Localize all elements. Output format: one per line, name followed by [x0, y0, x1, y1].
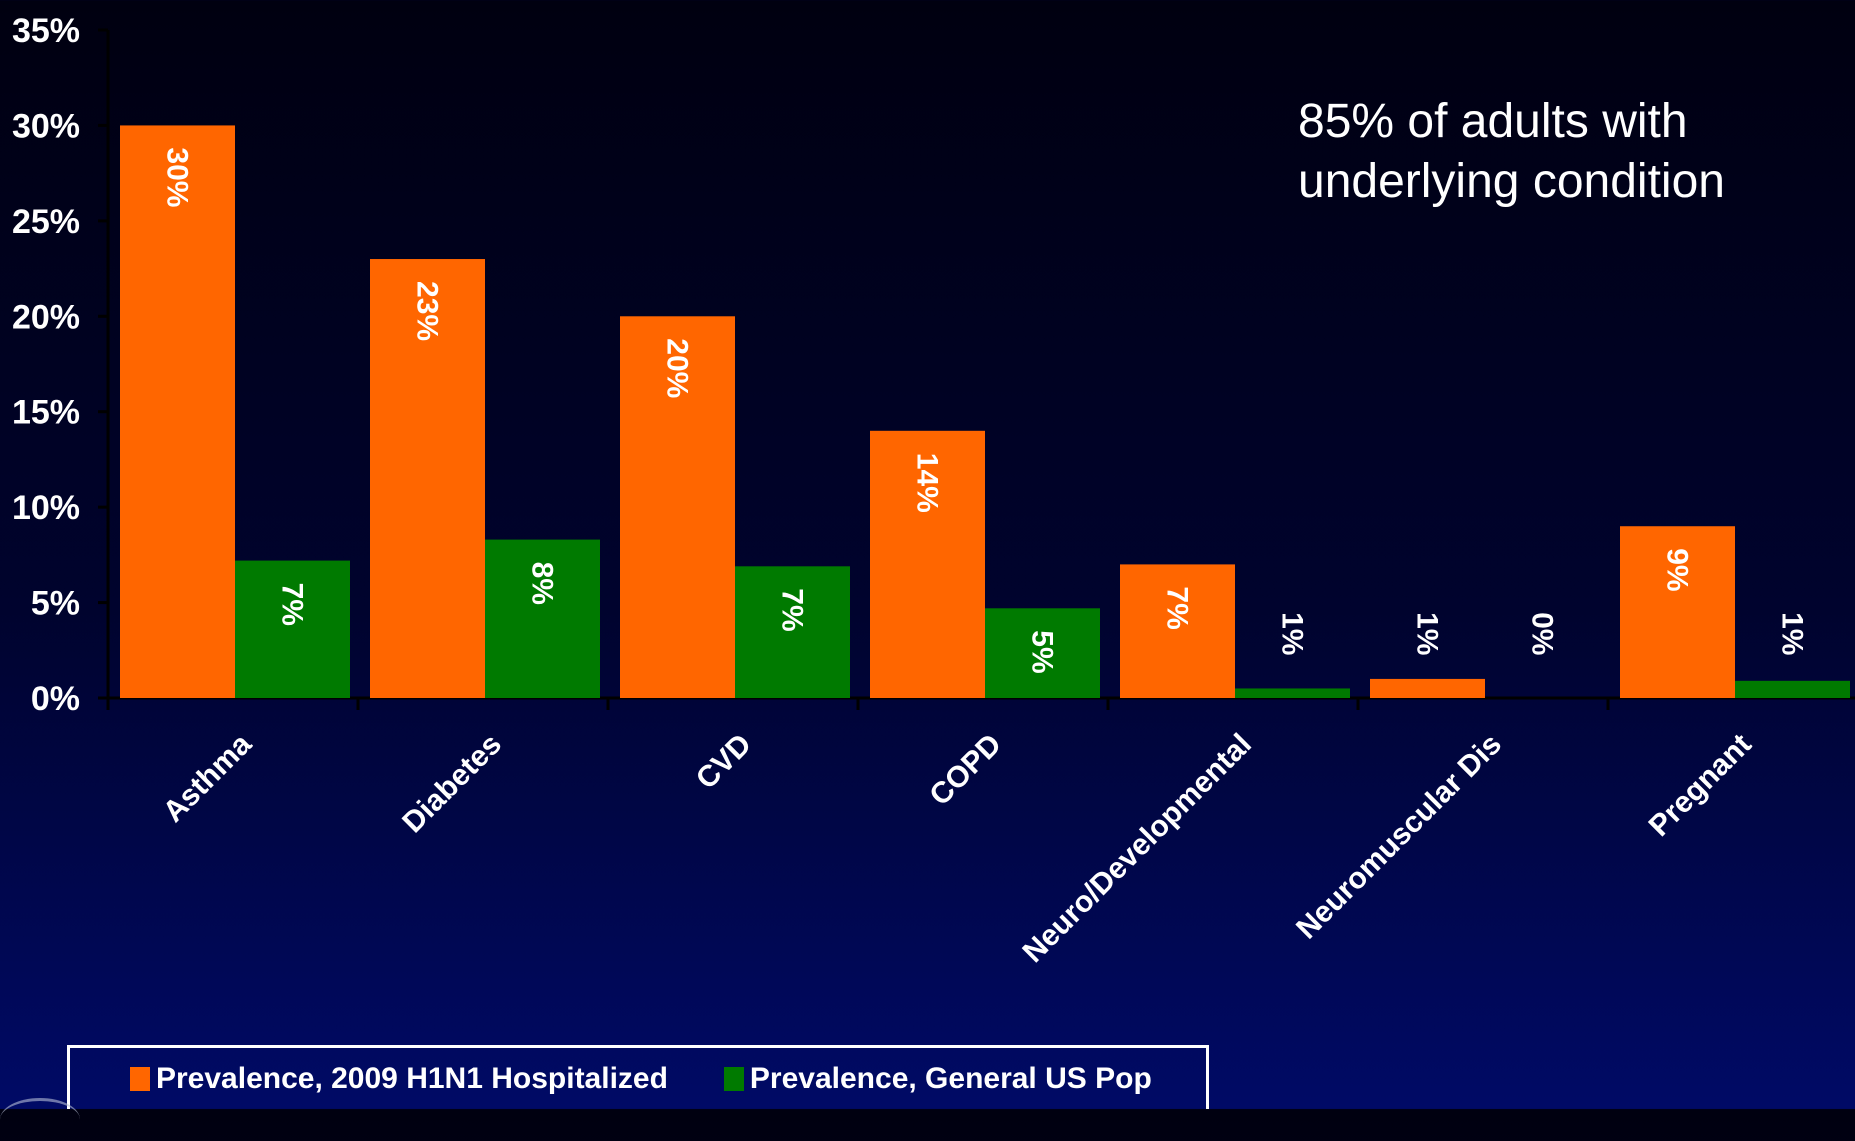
y-tick-label: 35%: [12, 12, 80, 50]
bar: [485, 539, 600, 698]
x-category-label: CVD: [690, 728, 758, 796]
y-tick-label: 15%: [12, 394, 80, 432]
x-category-label: Diabetes: [396, 728, 508, 840]
bar: [1620, 526, 1735, 698]
data-label: 9%: [1661, 548, 1694, 591]
x-category-label: Asthma: [157, 727, 258, 828]
data-label: 1%: [1276, 612, 1309, 655]
data-label: 7%: [276, 583, 309, 626]
data-label: 8%: [526, 562, 559, 605]
legend-item-general-pop: Prevalence, General US Pop: [723, 1061, 1152, 1096]
y-tick-label: 5%: [31, 585, 80, 623]
annotation-line-1: 85% of adults with: [1298, 95, 1688, 148]
bar: [370, 259, 485, 698]
data-label: 7%: [776, 588, 809, 631]
data-label: 1%: [1776, 612, 1809, 655]
bar: [120, 125, 235, 698]
data-label: 7%: [1161, 586, 1194, 629]
x-category-label: Neuromuscular Dis: [1290, 728, 1508, 946]
chart-legend: Prevalence, 2009 H1N1 Hospitalized Preva…: [67, 1045, 1209, 1109]
x-category-label: COPD: [923, 728, 1008, 813]
bar: [620, 316, 735, 698]
seal-logo: [0, 1098, 80, 1141]
y-tick-label: 20%: [12, 298, 80, 336]
bar: [1370, 678, 1485, 698]
data-label: 14%: [911, 453, 944, 513]
bar: [1120, 564, 1235, 698]
annotation-line-2: underlying condition: [1298, 155, 1725, 208]
legend-label-general-pop: Prevalence, General US Pop: [749, 1061, 1152, 1095]
legend-item-hospitalized: Prevalence, 2009 H1N1 Hospitalized: [130, 1062, 668, 1096]
data-label: 5%: [1026, 630, 1059, 673]
bar: [870, 430, 985, 698]
data-label: 1%: [1411, 612, 1444, 655]
data-label: 0%: [1526, 612, 1559, 655]
bar: [1235, 688, 1350, 698]
y-tick-label: 25%: [12, 203, 80, 241]
legend-swatch-general-pop: [723, 1066, 744, 1091]
data-label: 20%: [661, 338, 694, 398]
legend-swatch-hospitalized: [130, 1066, 150, 1091]
y-tick-label: 10%: [12, 489, 80, 527]
data-label: 30%: [161, 147, 194, 207]
bar: [1735, 680, 1850, 698]
legend-label-hospitalized: Prevalence, 2009 H1N1 Hospitalized: [156, 1061, 668, 1095]
bar: [735, 566, 850, 698]
bar: [985, 608, 1100, 698]
data-label: 23%: [411, 281, 444, 341]
bar-chart: 0% 5% 10% 15% 20% 25% 30% 35% Asthma Diabetes CVD…: [12, 12, 1855, 969]
x-category-label: Neuro/Developmental: [1017, 728, 1258, 969]
bar: [235, 560, 350, 698]
y-tick-label: 30%: [12, 107, 80, 145]
annotation-text: 85% of adults with underlying condition: [1298, 92, 1818, 212]
y-tick-label: 0%: [31, 680, 80, 718]
x-category-label: Pregnant: [1643, 728, 1758, 843]
